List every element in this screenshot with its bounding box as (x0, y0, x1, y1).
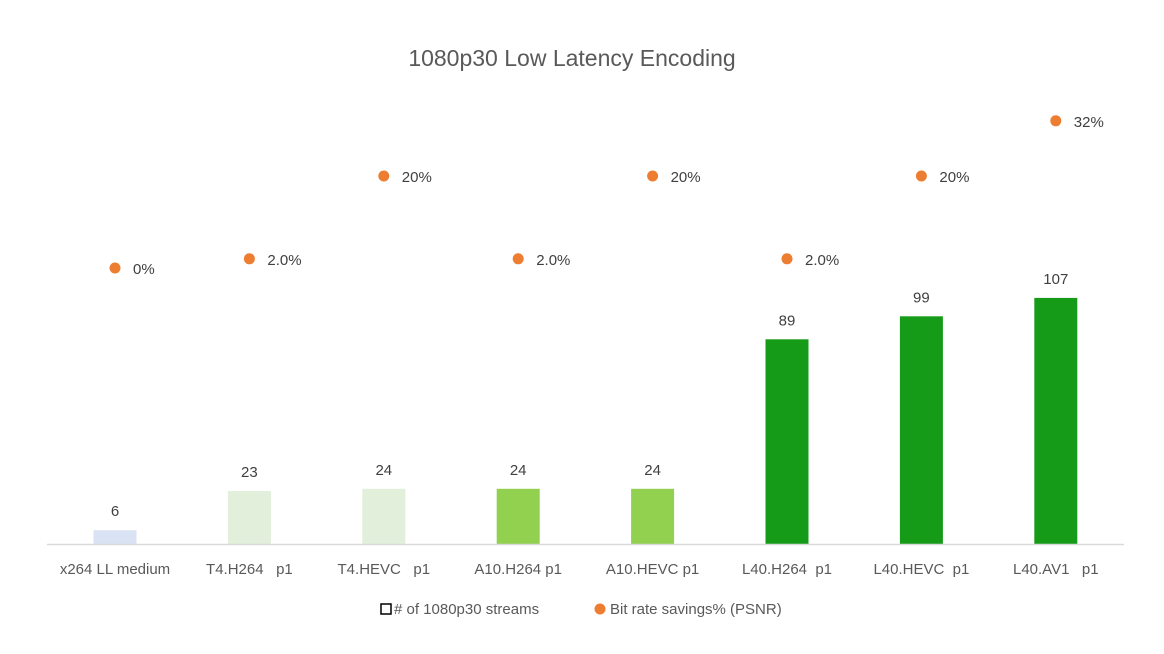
scatter-value-label: 2.0% (536, 252, 570, 269)
x-tick-label: A10.HEVC p1 (606, 561, 699, 578)
x-tick-label: A10.H264 p1 (474, 561, 562, 578)
scatter-value-label: 32% (1074, 114, 1104, 131)
scatter-point (1050, 115, 1062, 127)
legend-label-savings: Bit rate savings% (PSNR) (610, 601, 782, 618)
x-tick-label: L40.AV1 p1 (1013, 561, 1099, 578)
scatter-value-label: 20% (671, 169, 701, 186)
scatter-value-label: 2.0% (805, 252, 839, 269)
bar-value-label: 24 (644, 462, 661, 479)
scatter-point (781, 253, 793, 265)
x-tick-label: L40.H264 p1 (742, 561, 832, 578)
bar-value-label: 23 (241, 464, 258, 481)
legend-label-streams: # of 1080p30 streams (394, 601, 539, 618)
x-tick-label: L40.HEVC p1 (873, 561, 969, 578)
scatter-value-label: 0% (133, 261, 155, 278)
x-tick-label: x264 LL medium (60, 561, 170, 578)
x-tick-labels: x264 LL medium T4.H264 p1 T4.HEVC p1 A10.H2… (60, 561, 1099, 578)
bar (362, 488, 406, 544)
bar-value-label: 89 (779, 312, 796, 329)
bar (93, 530, 137, 544)
legend-swatch-streams (380, 603, 392, 615)
scatter-point (109, 262, 121, 274)
scatter-point (915, 170, 927, 182)
bar (765, 339, 809, 544)
x-tick-label: T4.HEVC p1 (338, 561, 431, 578)
legend: # of 1080p30 streams Bit rate savings% (… (380, 601, 782, 618)
bar-series: 6 23 24 24 24 89 99 107 (93, 271, 1078, 544)
scatter-value-label: 20% (939, 169, 969, 186)
scatter-point (512, 253, 524, 265)
bar (899, 316, 943, 544)
bar (631, 488, 675, 544)
scatter-value-label: 20% (402, 169, 432, 186)
x-tick-label: T4.H264 p1 (206, 561, 293, 578)
scatter-point (243, 253, 255, 265)
scatter-series: 0% 2.0% 20% 2.0% 20% 2.0% 20% 32% (109, 114, 1104, 278)
bar-value-label: 24 (375, 462, 392, 479)
bar (1034, 297, 1078, 544)
bar (227, 491, 271, 544)
chart-title: 1080p30 Low Latency Encoding (408, 45, 735, 71)
legend-swatch-savings (594, 603, 606, 615)
scatter-point (378, 170, 390, 182)
bar (496, 488, 540, 544)
scatter-value-label: 2.0% (267, 252, 301, 269)
bar-value-label: 24 (510, 462, 527, 479)
bar-value-label: 6 (111, 503, 119, 520)
scatter-point (647, 170, 659, 182)
bar-value-label: 107 (1043, 271, 1068, 288)
bar-value-label: 99 (913, 289, 930, 306)
